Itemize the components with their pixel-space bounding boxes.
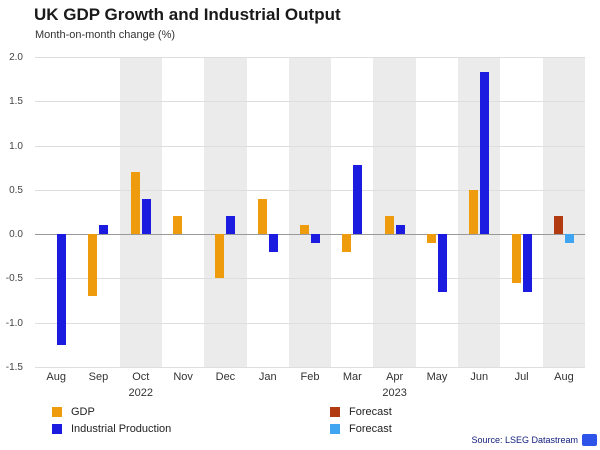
bar-industrial-dec xyxy=(226,216,236,235)
gridline xyxy=(35,278,585,280)
x-tick-label: Jun xyxy=(470,371,489,383)
legend-label: Industrial Production xyxy=(71,422,172,435)
gridline xyxy=(35,367,585,368)
legend-label: GDP xyxy=(71,405,95,418)
y-tick-label: 2.0 xyxy=(9,52,23,64)
legend-item: Industrial Production xyxy=(52,420,171,437)
legend-swatch xyxy=(330,423,340,434)
x-tick-label: Apr xyxy=(386,371,404,383)
x-tick-label: Oct xyxy=(132,371,150,383)
y-tick-label: -1.0 xyxy=(5,317,23,329)
bar-industrial-sep xyxy=(99,225,109,235)
x-tick: Mar xyxy=(331,370,373,400)
legend-label: Forecast xyxy=(349,422,392,435)
year-label: 2023 xyxy=(382,387,407,399)
plot-area xyxy=(35,57,585,368)
x-tick: Nov xyxy=(162,370,204,400)
x-tick: Jan xyxy=(247,370,289,400)
month-stripe xyxy=(458,57,501,367)
year-label: 2022 xyxy=(128,387,154,399)
legend-col-1: GDP Industrial Production xyxy=(52,403,171,437)
y-tick-label: -0.5 xyxy=(5,273,23,285)
y-tick-label: 0.0 xyxy=(9,229,23,241)
bar-industrial-apr xyxy=(395,225,405,235)
bar-gdp-may xyxy=(426,234,436,243)
bar-gdp-mar xyxy=(342,234,352,252)
gridline xyxy=(35,322,585,324)
legend-col-2: Forecast Forecast xyxy=(330,403,392,437)
month-stripe xyxy=(204,57,247,367)
x-tick-label: Jul xyxy=(514,371,529,383)
bar-industrial-may xyxy=(437,234,447,292)
legend-swatch xyxy=(52,406,62,417)
legend: GDP Industrial Production Forecast Forecas… xyxy=(52,403,572,439)
y-axis: 2.0 1.5 1.0 0.5 0.0 -0.5 -1.0 -1.5 xyxy=(0,52,29,373)
chart-title: UK GDP Growth and Industrial Output xyxy=(34,5,341,24)
x-tick-label: Feb xyxy=(300,371,320,383)
month-stripe xyxy=(542,57,585,367)
x-axis: Aug Sep Oct 2022 Nov Dec Jan Feb Mar Apr 2023 May Ju… xyxy=(35,370,585,400)
bar-industrial-jan xyxy=(268,234,278,252)
bar-industrial-feb xyxy=(311,234,320,243)
bar-industrial-mar xyxy=(353,165,363,235)
x-tick: May xyxy=(416,370,458,400)
x-tick-label: Nov xyxy=(173,371,193,383)
bar-gdp-sep xyxy=(88,234,98,297)
bar-gdp-dec xyxy=(215,234,225,279)
x-tick: Aug xyxy=(35,370,77,400)
zero-line xyxy=(35,234,585,236)
month-stripe xyxy=(288,57,332,367)
gridline xyxy=(35,145,585,147)
gridline xyxy=(35,189,585,191)
bar-gdp-jul xyxy=(511,234,521,283)
x-tick-label: Aug xyxy=(46,371,66,383)
bar-gdp-feb xyxy=(300,225,309,235)
legend-label: Forecast xyxy=(349,405,392,418)
bar-gdp-oct xyxy=(130,172,140,235)
bar-industrial-jul xyxy=(522,234,532,292)
legend-swatch xyxy=(330,406,340,417)
y-tick-label: 0.5 xyxy=(9,184,23,196)
legend-item: GDP xyxy=(52,403,171,420)
month-stripe xyxy=(373,57,416,367)
x-tick: Jul xyxy=(500,370,542,400)
y-tick-label: 1.0 xyxy=(9,140,23,152)
bar-industrial-jun xyxy=(480,72,490,235)
bar-gdp-forecast-aug xyxy=(553,216,563,235)
x-tick-label: Mar xyxy=(342,371,362,383)
bar-industrial-oct xyxy=(141,198,151,235)
bar-industrial-forecast-aug xyxy=(564,234,574,243)
x-tick: Sep xyxy=(77,370,119,400)
gridline xyxy=(35,101,585,103)
x-tick: Feb xyxy=(289,370,331,400)
gridline xyxy=(35,57,585,58)
bar-gdp-jan xyxy=(257,198,267,235)
source-text: Source: LSEG Datastream xyxy=(471,435,578,445)
x-tick: Aug xyxy=(543,370,585,400)
x-tick-label: Jan xyxy=(258,371,277,383)
bar-industrial-aug xyxy=(57,234,67,345)
x-tick: Apr 2023 xyxy=(374,370,416,400)
x-tick-label: Aug xyxy=(554,371,574,383)
bar-gdp-jun xyxy=(469,189,479,235)
legend-item: Forecast xyxy=(330,403,392,420)
bar-gdp-nov xyxy=(173,216,183,235)
x-tick: Oct 2022 xyxy=(120,370,162,400)
x-tick-label: Dec xyxy=(215,371,236,383)
legend-item: Forecast xyxy=(330,420,392,437)
lseg-logo xyxy=(582,434,597,446)
y-tick-label: -1.5 xyxy=(5,362,23,374)
legend-swatch xyxy=(52,423,62,434)
bar-gdp-apr xyxy=(384,216,394,235)
y-tick-label: 1.5 xyxy=(9,96,23,108)
chart-subtitle: Month-on-month change (%) xyxy=(35,29,176,41)
x-tick-label: Sep xyxy=(88,371,109,383)
x-tick-label: May xyxy=(426,371,448,383)
month-stripe xyxy=(119,57,162,367)
x-tick: Dec xyxy=(204,370,246,400)
x-tick: Jun xyxy=(458,370,500,400)
